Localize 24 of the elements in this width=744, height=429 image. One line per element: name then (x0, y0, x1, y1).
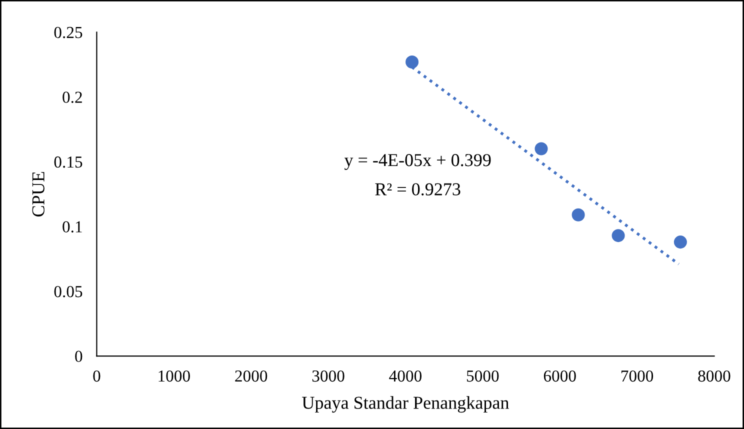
x-tick-label: 2000 (235, 370, 268, 382)
x-tick-label: 6000 (544, 370, 576, 382)
x-tick-label: 1000 (158, 370, 190, 382)
x-tick-label: 5000 (466, 370, 499, 382)
x-tick-label: 3000 (312, 370, 344, 382)
x-tick-label: 4000 (389, 370, 422, 382)
point (612, 229, 625, 242)
y-tick-label: 0.1 (62, 221, 82, 233)
point (534, 142, 548, 156)
x-axis-title: Upaya Standar Penangkapan (302, 396, 509, 413)
y-tick-label: 0 (75, 350, 82, 362)
point (674, 236, 687, 249)
y-tick-label: 0.05 (54, 286, 82, 298)
annotation: R² = 0.9273 (375, 183, 460, 196)
x-tick-label: 8000 (698, 370, 730, 382)
x-tick-label: 7000 (621, 370, 654, 382)
y-axis-title: CPUE (32, 172, 44, 216)
annotation: y = -4E-05x + 0.399 (344, 154, 491, 170)
point (572, 208, 585, 222)
point (406, 55, 419, 68)
y-tick-label: 0.2 (62, 92, 82, 103)
y-tick-label: 0.25 (54, 26, 82, 38)
x-tick-label: 0 (93, 370, 100, 382)
y-tick-label: 0.15 (54, 156, 82, 168)
